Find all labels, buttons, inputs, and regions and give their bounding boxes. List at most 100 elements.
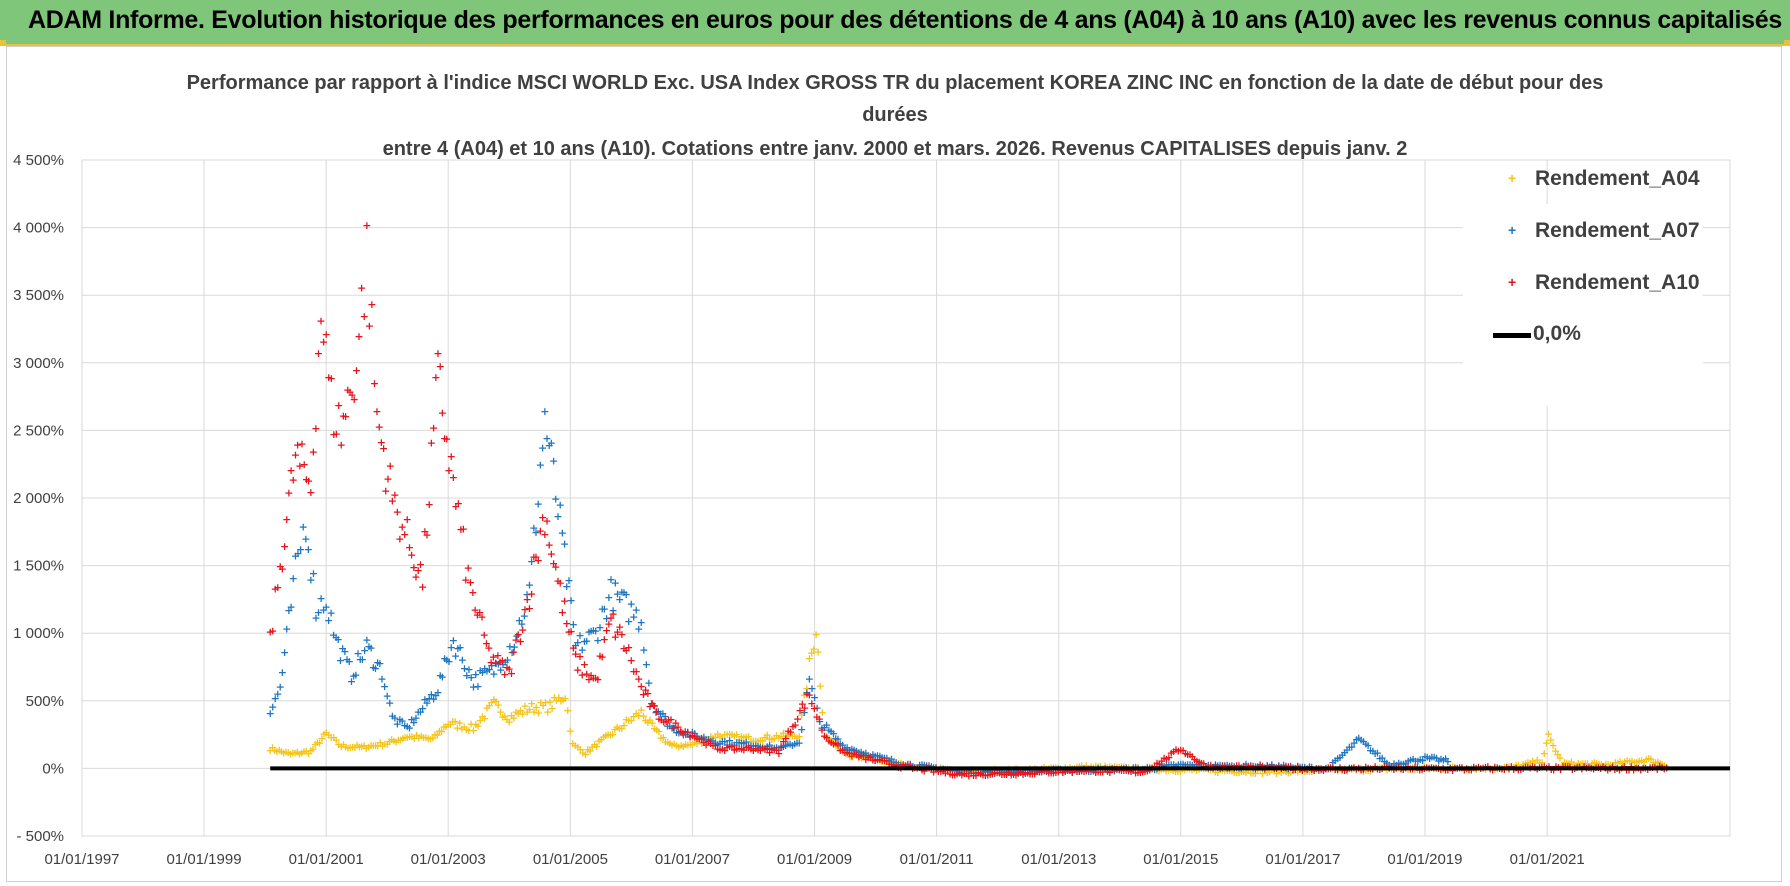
- data-point: +: [1620, 755, 1629, 768]
- data-point: +: [1420, 750, 1429, 763]
- data-point: +: [482, 701, 491, 714]
- data-point: +: [644, 677, 653, 690]
- data-point: +: [673, 721, 682, 734]
- data-point: +: [525, 703, 534, 716]
- data-point: +: [424, 732, 433, 745]
- data-point: +: [362, 633, 371, 646]
- data-point: +: [496, 664, 505, 677]
- data-point: +: [617, 722, 626, 735]
- data-point: +: [981, 769, 990, 782]
- data-point: +: [1578, 757, 1587, 770]
- data-point: +: [438, 671, 447, 684]
- data-point: +: [843, 746, 852, 759]
- data-point: +: [882, 752, 891, 765]
- data-point: +: [449, 634, 458, 647]
- data-point: +: [407, 549, 416, 562]
- data-point: +: [624, 714, 633, 727]
- data-point: +: [529, 550, 538, 563]
- data-point: +: [286, 600, 295, 613]
- data-point: +: [409, 716, 418, 729]
- data-point: +: [1044, 767, 1053, 780]
- data-point: +: [873, 754, 882, 767]
- data-point: +: [1328, 756, 1337, 769]
- data-point: +: [692, 729, 701, 742]
- data-point: +: [1058, 766, 1067, 779]
- data-point: +: [580, 658, 589, 671]
- data-point: +: [720, 728, 729, 741]
- data-point: +: [695, 733, 704, 746]
- data-point: +: [1359, 765, 1368, 778]
- data-point: +: [337, 740, 346, 753]
- legend-label-a10: Rendement_A10: [1535, 271, 1700, 294]
- data-point: +: [861, 753, 870, 766]
- data-point: +: [1558, 758, 1567, 771]
- data-point: +: [667, 738, 676, 751]
- data-point: +: [732, 728, 741, 741]
- data-point: +: [370, 377, 379, 390]
- data-point: +: [1091, 766, 1100, 779]
- data-point: +: [435, 724, 444, 737]
- data-point: +: [960, 764, 969, 777]
- data-point: +: [573, 740, 582, 753]
- data-point: +: [1192, 764, 1201, 777]
- data-point: +: [960, 767, 969, 780]
- data-point: +: [329, 731, 338, 744]
- data-point: +: [360, 644, 369, 657]
- data-point: +: [364, 741, 373, 754]
- data-point: +: [556, 577, 565, 590]
- data-point: +: [496, 655, 505, 668]
- x-axis-ticks: 01/01/1997 01/01/1999 01/01/2001 01/01/2003…: [44, 851, 1584, 868]
- data-point: +: [901, 760, 910, 773]
- data-point: +: [770, 741, 779, 754]
- data-point: +: [547, 436, 556, 449]
- data-point: +: [765, 733, 774, 746]
- data-point: +: [400, 719, 409, 732]
- data-point: +: [688, 738, 697, 751]
- data-point: +: [575, 629, 584, 642]
- data-point: +: [978, 765, 987, 778]
- data-point: +: [1016, 766, 1025, 779]
- data-point: +: [608, 728, 617, 741]
- data-point: +: [756, 744, 765, 757]
- legend-box: [1463, 204, 1703, 406]
- data-point: +: [1251, 767, 1260, 780]
- data-point: +: [1357, 733, 1366, 746]
- data-point: +: [676, 725, 685, 738]
- data-point: +: [388, 709, 397, 722]
- data-point: +: [718, 732, 727, 745]
- data-point: +: [1592, 757, 1601, 770]
- data-point: +: [1192, 754, 1201, 767]
- data-point: +: [302, 473, 311, 486]
- data-point: +: [566, 725, 575, 738]
- scatter-chart: + + + + + + + + + + + + + + + + + + + + + + + + + + + + + + + + + + + + + + + +…: [13, 152, 1731, 868]
- data-point: +: [293, 439, 302, 452]
- data-point: +: [790, 737, 799, 750]
- data-point: +: [427, 436, 436, 449]
- data-point: +: [840, 746, 849, 759]
- data-point: +: [284, 746, 293, 759]
- data-point: +: [1204, 758, 1213, 771]
- data-point: +: [622, 644, 631, 657]
- data-point: +: [1162, 752, 1171, 765]
- data-point: +: [1601, 758, 1610, 771]
- data-point: +: [1124, 765, 1133, 778]
- data-point: +: [281, 745, 290, 758]
- data-point: +: [324, 728, 333, 741]
- data-point: +: [805, 652, 814, 665]
- data-point: +: [476, 664, 485, 677]
- data-point: +: [1310, 764, 1319, 777]
- data-point: +: [1000, 768, 1009, 781]
- data-point: +: [732, 736, 741, 749]
- data-point: +: [639, 688, 648, 701]
- data-point: +: [613, 587, 622, 600]
- data-point: +: [1169, 758, 1178, 771]
- data-point: +: [334, 738, 343, 751]
- data-point: +: [358, 653, 367, 666]
- data-point: +: [595, 650, 604, 663]
- data-point: +: [1423, 750, 1432, 763]
- y-tick-label: 4 500%: [13, 152, 64, 169]
- data-point: +: [807, 682, 816, 695]
- data-point: +: [398, 521, 407, 534]
- data-point: +: [894, 758, 903, 771]
- data-point: +: [969, 764, 978, 777]
